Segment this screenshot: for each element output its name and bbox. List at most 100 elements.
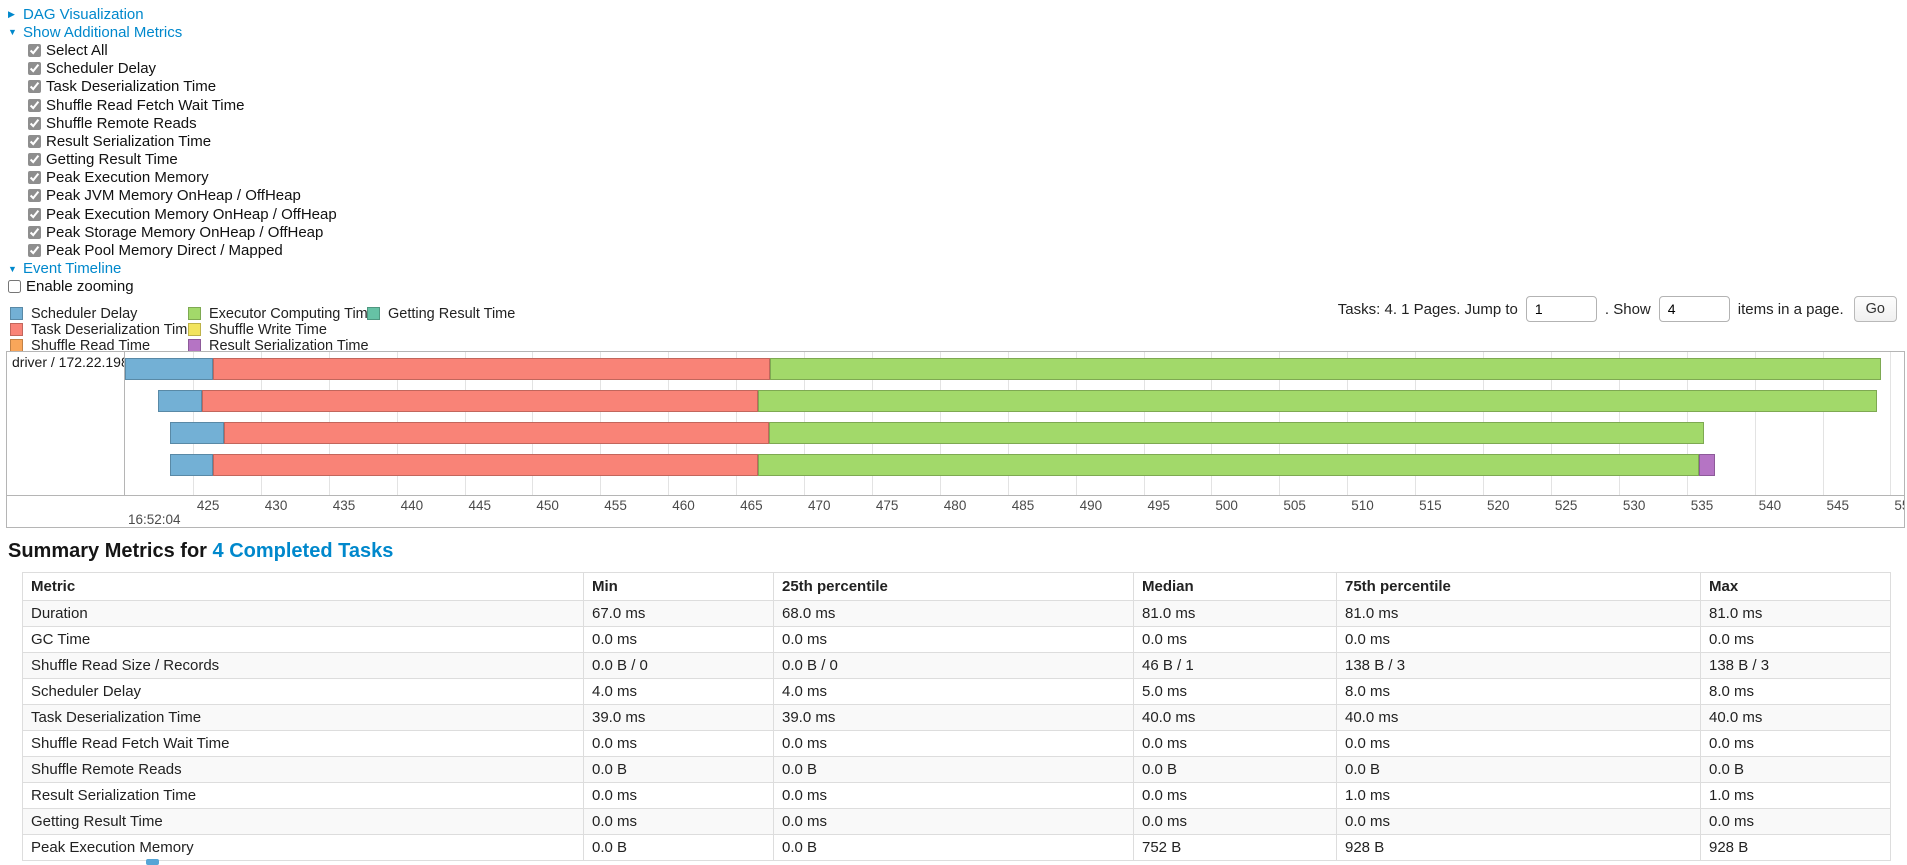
table-row-task-deserialization-time: Task Deserialization Time 39.0 ms 39.0 ms 4…: [22, 704, 1891, 731]
axis-tick-label: 545: [1826, 498, 1850, 513]
items-per-page-input[interactable]: [1658, 296, 1730, 322]
checkbox-peak-storage-memory-onheap-offheap[interactable]: [28, 225, 41, 239]
summary-metrics-heading: Summary Metrics for 4 Completed Tasks: [8, 540, 393, 563]
task-bar-scheduler-delay-segment[interactable]: [157, 390, 203, 412]
metric-checkbox-row: Peak Execution Memory OnHeap / OffHeap: [28, 205, 337, 223]
metric-value-cell: 0.0 ms: [1336, 808, 1701, 835]
checkbox-peak-pool-memory-direct-mapped[interactable]: [28, 244, 41, 258]
metric-value-cell: 67.0 ms: [583, 600, 774, 627]
event-timeline-label: Event Timeline: [23, 260, 122, 278]
metric-value-cell: 5.0 ms: [1133, 678, 1337, 705]
axis-tick-label: 505: [1283, 498, 1306, 513]
legend-label: Shuffle Read Time: [31, 337, 151, 354]
metric-value-cell: 40.0 ms: [1336, 704, 1701, 731]
metric-value-cell: 39.0 ms: [583, 704, 774, 731]
show-additional-metrics-label: Show Additional Metrics: [23, 23, 183, 41]
metric-value-cell: 0.0 B: [773, 834, 1134, 861]
task-bar-executor-computing-segment[interactable]: [770, 358, 1881, 380]
checkbox-peak-execution-memory[interactable]: [28, 171, 41, 185]
legend-label: Shuffle Write Time: [209, 321, 327, 338]
legend-label: Getting Result Time: [388, 305, 516, 322]
checkbox-select-all[interactable]: [28, 43, 41, 57]
dag-visualization-toggle[interactable]: ▶ DAG Visualization: [8, 5, 337, 23]
legend-column: Executor Computing Time Shuffle Write Tim…: [188, 306, 376, 354]
axis-tick-label: 485: [1011, 498, 1035, 513]
table-header-25th-percentile: 25th percentile: [773, 572, 1134, 601]
legend-item-result-serialization-time: Result Serialization Time: [188, 338, 376, 354]
axis-tick-label: 500: [1215, 498, 1238, 513]
table-row-gc-time: GC Time 0.0 ms 0.0 ms 0.0 ms 0.0 ms 0.0 ms: [22, 626, 1891, 653]
checkbox-label: Result Serialization Time: [46, 132, 212, 150]
legend-swatch: [367, 307, 380, 321]
checkbox-getting-result-time[interactable]: [28, 153, 41, 167]
metric-value-cell: 0.0 ms: [1700, 808, 1891, 835]
metric-name-cell: Shuffle Remote Reads: [22, 756, 584, 783]
checkbox-label: Peak Execution Memory: [46, 169, 209, 187]
metric-value-cell: 0.0 ms: [773, 626, 1134, 653]
table-header-median: Median: [1133, 572, 1337, 601]
show-additional-metrics-toggle[interactable]: ▼ Show Additional Metrics: [8, 23, 337, 41]
axis-tick-label: 535: [1690, 498, 1714, 513]
task-bar-task-deserialization-segment[interactable]: [224, 422, 769, 444]
event-timeline-toggle[interactable]: ▼ Event Timeline: [8, 260, 337, 278]
checkbox-label: Peak Pool Memory Direct / Mapped: [46, 242, 283, 260]
checkbox-label: Peak Execution Memory OnHeap / OffHeap: [46, 205, 337, 223]
metric-name-cell: Result Serialization Time: [22, 782, 584, 809]
metric-checkbox-row: Task Deserialization Time: [28, 78, 337, 96]
go-button[interactable]: Go: [1853, 296, 1897, 322]
axis-tick-label: 490: [1079, 498, 1103, 513]
gridline: [1754, 352, 1756, 495]
task-bar-result-serialization-segment[interactable]: [1698, 454, 1716, 476]
enable-zooming-checkbox[interactable]: [8, 280, 21, 294]
metric-value-cell: 0.0 ms: [1700, 626, 1891, 653]
dag-visualization-label: DAG Visualization: [23, 5, 144, 23]
axis-tick-label: 425: [196, 498, 220, 513]
metric-value-cell: 0.0 ms: [1133, 782, 1337, 809]
table-row-shuffle-read-fetch-wait-time: Shuffle Read Fetch Wait Time 0.0 ms 0.0 ms…: [22, 730, 1891, 757]
timeline-major-time-label: 16:52:04: [128, 512, 181, 527]
table-row-shuffle-remote-reads: Shuffle Remote Reads 0.0 B 0.0 B 0.0 B 0.0 B…: [22, 756, 1891, 783]
metric-value-cell: 0.0 B / 0: [773, 652, 1134, 679]
metric-name-cell: Duration: [22, 600, 584, 627]
task-bar-scheduler-delay-segment[interactable]: [169, 454, 214, 476]
metric-value-cell: 4.0 ms: [583, 678, 774, 705]
expanded-arrow-icon: ▼: [8, 263, 17, 274]
legend-swatch: [10, 323, 23, 337]
task-bar-scheduler-delay-segment[interactable]: [169, 422, 225, 444]
metric-value-cell: 0.0 ms: [1700, 730, 1891, 757]
checkbox-peak-jvm-memory-onheap-offheap[interactable]: [28, 189, 41, 203]
checkbox-label: Peak JVM Memory OnHeap / OffHeap: [46, 187, 301, 205]
metric-name-cell: Shuffle Read Fetch Wait Time: [22, 730, 584, 757]
metric-value-cell: 81.0 ms: [1700, 600, 1891, 627]
legend-label: Result Serialization Time: [209, 337, 369, 354]
checkbox-shuffle-remote-reads[interactable]: [28, 116, 41, 130]
metric-value-cell: 0.0 ms: [1133, 626, 1337, 653]
metric-value-cell: 0.0 B: [1133, 756, 1337, 783]
table-row-scheduler-delay: Scheduler Delay 4.0 ms 4.0 ms 5.0 ms 8.0 ms 8…: [22, 678, 1891, 705]
legend-item-task-deserialization-time: Task Deserialization Time: [10, 322, 195, 338]
task-bar-task-deserialization-segment[interactable]: [213, 454, 758, 476]
metric-value-cell: 0.0 ms: [773, 730, 1134, 757]
task-bar-executor-computing-segment[interactable]: [757, 390, 1877, 412]
metric-checkbox-row: Shuffle Remote Reads: [28, 114, 337, 132]
task-bar-executor-computing-segment[interactable]: [757, 454, 1699, 476]
metric-value-cell: 928 B: [1700, 834, 1891, 861]
task-bar-executor-computing-segment[interactable]: [768, 422, 1705, 444]
checkbox-peak-execution-memory-onheap-offheap[interactable]: [28, 207, 41, 221]
metric-checkbox-row: Shuffle Read Fetch Wait Time: [28, 96, 337, 114]
task-bar-task-deserialization-segment[interactable]: [213, 358, 771, 380]
metric-name-cell: Scheduler Delay: [22, 678, 584, 705]
legend-item-scheduler-delay: Scheduler Delay: [10, 306, 195, 322]
table-header-max: Max: [1700, 572, 1891, 601]
checkbox-label: Select All: [46, 41, 108, 59]
checkbox-scheduler-delay[interactable]: [28, 62, 41, 76]
completed-tasks-link[interactable]: 4 Completed Tasks: [212, 540, 394, 562]
checkbox-shuffle-read-fetch-wait-time[interactable]: [28, 98, 41, 112]
checkbox-task-deserialization-time[interactable]: [28, 80, 41, 94]
gridline: [1890, 352, 1892, 495]
axis-tick-label: 540: [1758, 498, 1782, 513]
task-bar-scheduler-delay-segment[interactable]: [125, 358, 214, 380]
task-bar-task-deserialization-segment[interactable]: [202, 390, 758, 412]
jump-to-page-input[interactable]: [1525, 296, 1597, 322]
checkbox-result-serialization-time[interactable]: [28, 134, 41, 148]
